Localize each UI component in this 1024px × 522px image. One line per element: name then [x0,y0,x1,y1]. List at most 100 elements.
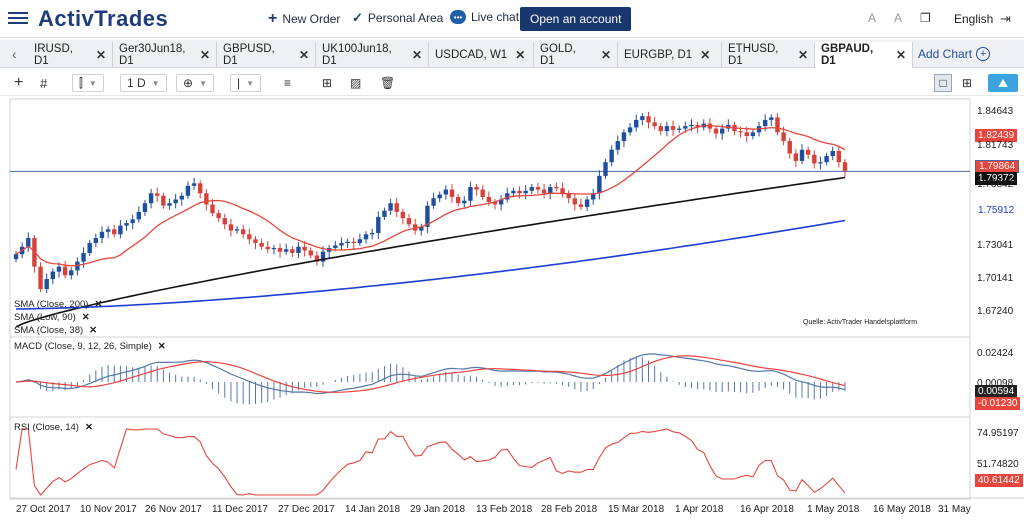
candle-body [689,124,694,127]
tab-ger30[interactable]: Ger30Jun18, D1 ✕ [113,42,217,68]
macd-tag-blue: 0.00594 [975,385,1018,398]
candle-body [351,241,356,243]
live-chat-label: Live chat [471,10,520,24]
tab-gbpaud[interactable]: GBPAUD, D1 ✕ [815,42,913,68]
legend-macd: MACD (Close, 9, 12, 26, Simple) ✕ [14,341,166,352]
tab-gold[interactable]: GOLD, D1 ✕ [534,42,618,68]
candle-body [449,189,455,197]
tab-uk100[interactable]: UK100Jun18, D1 ✕ [316,42,429,68]
candle-body [775,117,780,133]
close-icon[interactable]: ✕ [298,48,309,62]
price-tag-sma-blue: 1.75912 [975,204,1018,217]
candle-body [394,203,399,212]
candle-body [198,183,203,194]
legend-label: MACD (Close, 9, 12, 26, Simple) [14,341,152,352]
close-icon[interactable]: ✕ [199,48,210,62]
live-chat-button[interactable]: ••• Live chat [450,10,519,24]
candle-body [50,271,56,280]
candle-body [204,193,209,205]
candle-body [124,223,129,226]
candle-body [443,189,449,195]
close-icon[interactable]: ✕ [700,48,711,62]
tab-scroll-left-icon[interactable]: ‹ [12,46,17,62]
candle-body [93,238,99,243]
grid-icon[interactable]: # [40,75,48,91]
tab-ethusd[interactable]: ETHUSD, D1 ✕ [722,42,815,68]
candle-body [62,266,68,276]
tab-gbpusd[interactable]: GBPUSD, D1 ✕ [217,42,316,68]
close-icon[interactable]: ✕ [84,422,93,433]
timeframe-select[interactable]: 1 D ▼ [120,74,167,92]
candle-body [112,229,117,235]
chat-icon: ••• [450,10,466,24]
close-icon[interactable]: ✕ [797,48,808,62]
candle-body [388,203,393,211]
candle-body [13,254,19,260]
candle-body [265,246,270,250]
add-chart-button[interactable]: Add Chart + [918,47,991,61]
close-icon[interactable]: ✕ [895,48,906,62]
font-size-large-icon[interactable]: A [894,11,903,25]
close-icon[interactable]: ✕ [95,48,106,62]
personal-area-button[interactable]: ✓ Personal Area [352,10,443,26]
candle-body [296,246,301,253]
line-tool-select[interactable]: | ▼ [230,74,262,92]
fibonacci-icon[interactable]: ≡ [284,76,292,90]
candle-body [425,205,430,227]
close-icon[interactable]: ✕ [81,312,90,323]
trash-icon[interactable]: 🗑 [380,76,396,90]
candle-body [185,185,191,196]
language-selector[interactable]: English [954,12,994,26]
candle-body [677,128,682,130]
top-bar: ActivTrades + New Order ✓ Personal Area … [0,0,1024,38]
crosshair-icon[interactable]: + [14,74,24,91]
tab-eurgbp[interactable]: EURGBP, D1 ✕ [618,42,722,68]
close-icon[interactable]: ✕ [515,48,526,62]
candle-body [38,266,43,289]
close-icon[interactable]: ✕ [157,341,166,352]
candle-body [247,234,252,240]
chart-area[interactable]: SMA (Close, 200) ✕ SMA (Low, 90) ✕ SMA (Cl… [0,97,1024,522]
candle-body [842,162,848,171]
tab-usdcad[interactable]: USDCAD, W1 ✕ [429,42,534,68]
sma-close-200-line [16,219,846,310]
chart-style-icon[interactable]: ⛰ [988,74,1018,92]
chevron-down-icon: ▼ [199,78,207,88]
legend-rsi: RSI (Close, 14) ✕ [14,422,93,433]
candle-body [56,266,62,272]
price-tick: 1.84643 [977,106,1014,117]
logout-icon[interactable]: ⇥ [1000,11,1011,26]
candle-body [670,126,676,130]
open-account-button[interactable]: Open an account [520,7,632,31]
close-icon[interactable]: ✕ [89,325,98,336]
menu-icon[interactable] [8,9,28,27]
tab-label: GBPUSD, D1 [223,43,275,67]
candle-body [130,219,135,224]
close-icon[interactable]: ✕ [94,299,103,310]
logo: ActivTrades [38,6,169,31]
chart-type-select[interactable]: ⫿ ▼ [72,74,104,92]
new-order-button[interactable]: + New Order [268,10,340,28]
indicators-select[interactable]: ⊕ ▼ [176,74,214,92]
tab-irusd[interactable]: IRUSD, D1 ✕ [28,42,113,68]
candle-body [357,239,363,243]
close-icon[interactable]: ✕ [411,48,422,62]
candle-body [818,162,823,164]
candle-body [719,128,725,134]
candle-body [69,270,74,276]
candle-body [412,224,418,231]
image-icon[interactable]: ▨ [350,76,362,90]
grid-layout-icon[interactable]: ⊞ [962,76,973,90]
chart-canvas[interactable] [0,97,1024,522]
close-icon[interactable]: ✕ [600,48,611,62]
font-size-small-icon[interactable]: A [868,11,877,25]
single-layout-icon[interactable]: □ [934,74,952,92]
candle-body [142,203,148,212]
chevron-down-icon: ▼ [151,78,160,88]
candle-body [81,252,86,262]
window-icon[interactable]: ❐ [920,11,931,25]
plus-circle-icon: + [976,47,991,61]
candles-icon: ⫿ [79,75,83,90]
layout-icon[interactable]: ⊞ [322,76,333,90]
price-tick: 1.73041 [977,240,1014,251]
